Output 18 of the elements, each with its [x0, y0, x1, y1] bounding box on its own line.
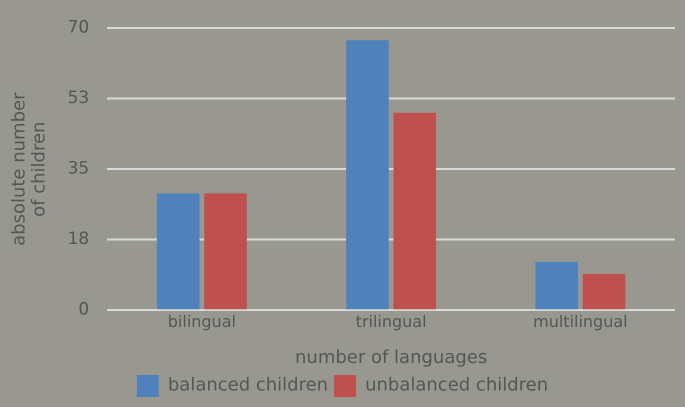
- y-tick-label: 35: [68, 158, 90, 179]
- x-tick-label: bilingual: [168, 312, 236, 331]
- bar: [535, 262, 578, 310]
- x-tick-label: multilingual: [533, 312, 628, 331]
- bar: [346, 40, 389, 310]
- x-axis-title: number of languages: [295, 346, 488, 368]
- legend-label: unbalanced children: [365, 374, 548, 396]
- bar: [393, 112, 436, 310]
- legend-label: balanced children: [168, 374, 328, 396]
- bar: [204, 193, 247, 310]
- bar: [582, 274, 626, 310]
- y-tick-label: 0: [78, 300, 90, 320]
- y-tick-label: 18: [68, 229, 90, 250]
- y-axis-title: absolute number of children: [8, 92, 50, 246]
- y-tick-label: 53: [68, 88, 90, 108]
- bar: [156, 193, 200, 310]
- y-tick-label: 70: [68, 18, 90, 38]
- x-tick-label: trilingual: [356, 312, 427, 331]
